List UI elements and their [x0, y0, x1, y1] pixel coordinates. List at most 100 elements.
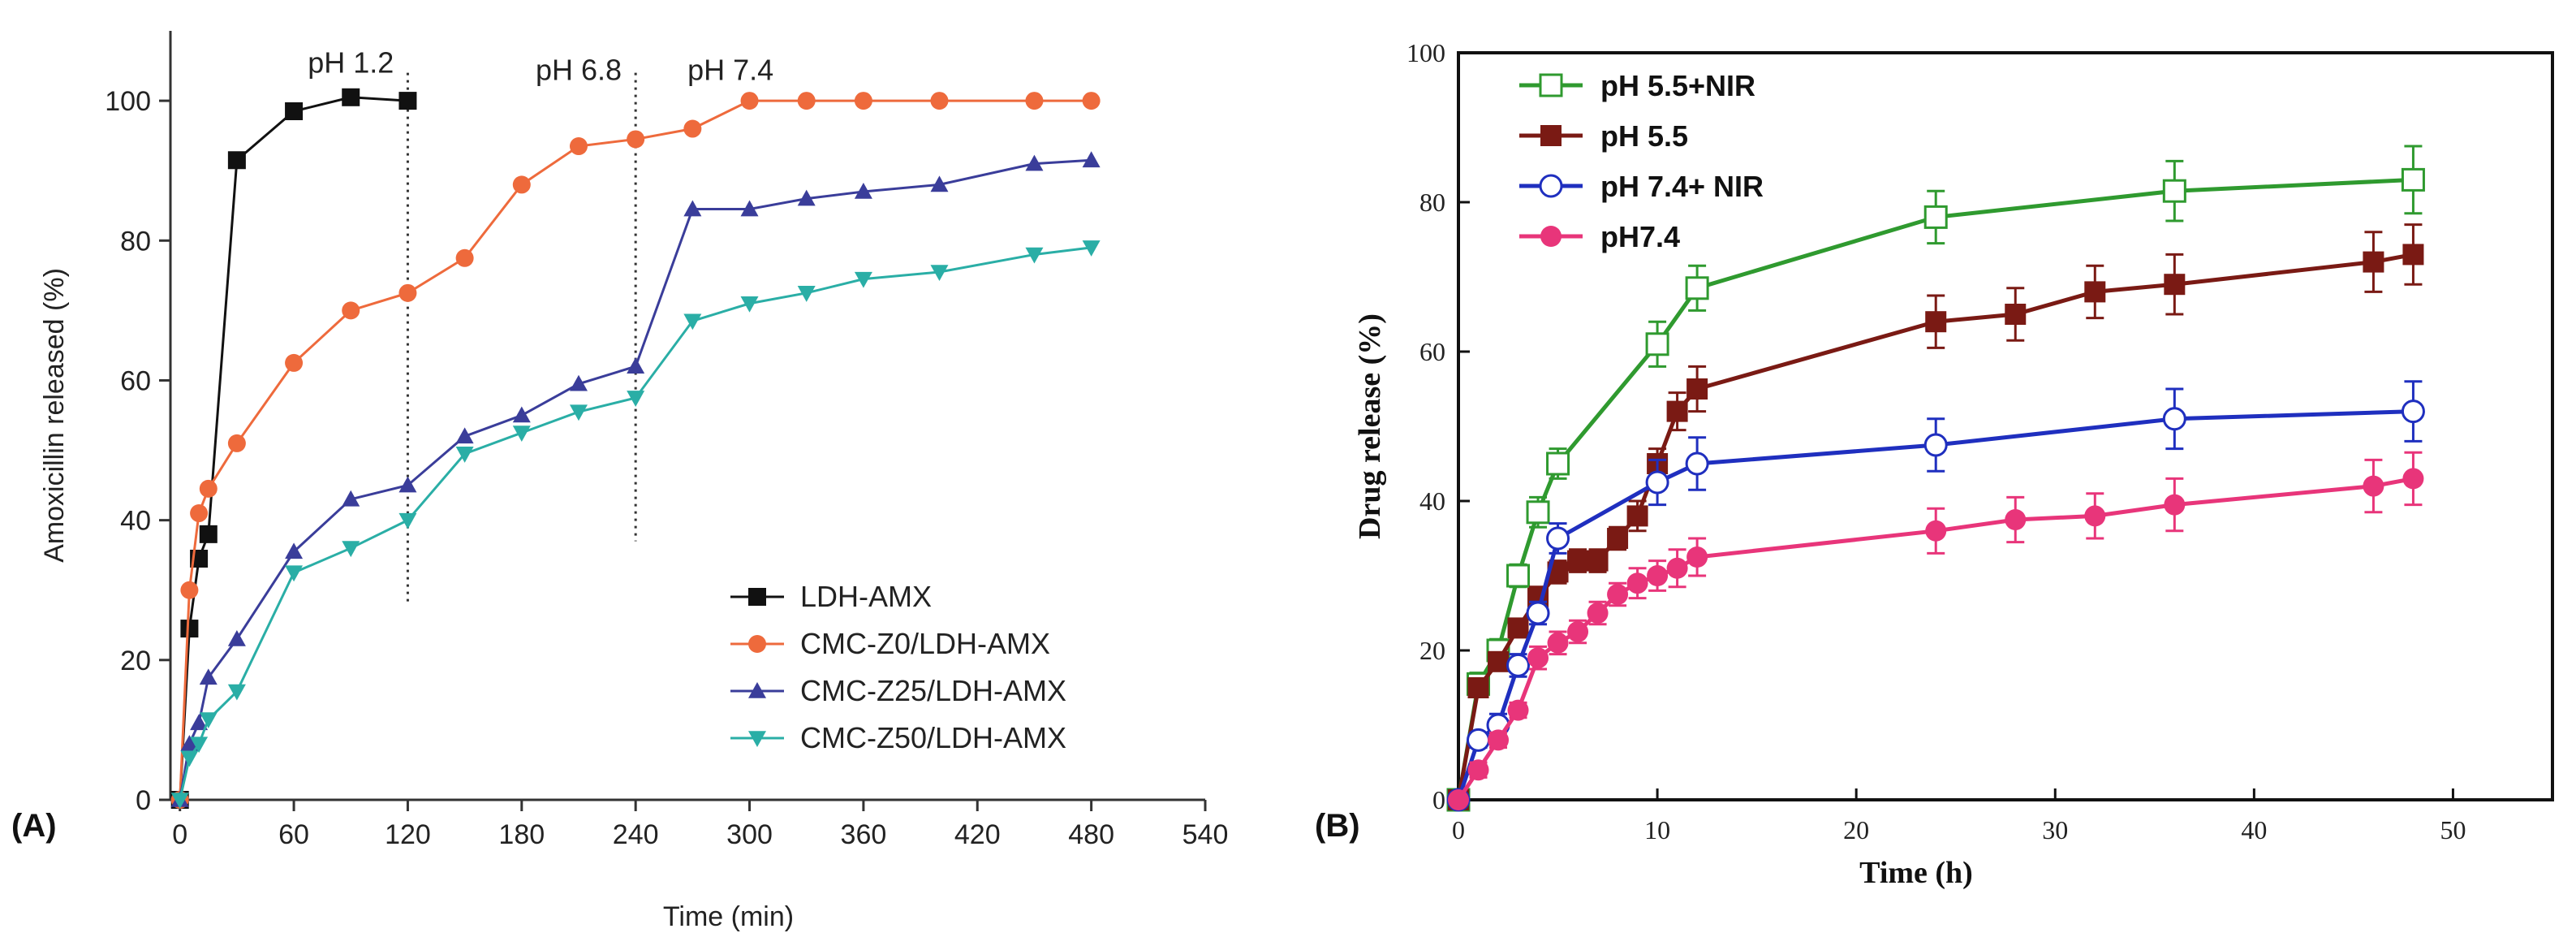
panel-label: (A)	[11, 808, 57, 844]
ph-annotation: pH 1.2	[308, 46, 394, 80]
data-point	[740, 200, 759, 217]
legend-marker	[748, 731, 766, 747]
data-point	[1685, 276, 1709, 300]
data-point	[199, 712, 218, 728]
x-tick-label: 120	[385, 819, 431, 850]
data-point	[854, 271, 872, 288]
x-tick-label: 20	[1843, 815, 1869, 844]
y-tick-label: 20	[120, 646, 151, 676]
data-point	[285, 353, 304, 372]
legend-marker	[1539, 73, 1563, 97]
x-tick-label: 50	[2440, 815, 2466, 844]
data-point	[2084, 505, 2106, 527]
data-point	[2084, 281, 2106, 303]
y-tick-label: 40	[1419, 486, 1445, 516]
data-point	[1527, 647, 1549, 669]
legend-marker	[748, 635, 766, 653]
data-point	[1082, 240, 1101, 257]
data-point	[285, 565, 304, 582]
x-tick-label: 360	[841, 819, 887, 850]
y-tick-label: 100	[1406, 38, 1445, 67]
data-point	[930, 175, 949, 192]
data-point	[227, 629, 246, 646]
data-point	[512, 425, 531, 443]
data-point	[627, 391, 645, 407]
data-point	[854, 92, 872, 110]
y-tick-label: 60	[120, 365, 151, 396]
data-point	[2401, 167, 2425, 192]
legend-marker	[1540, 226, 1562, 247]
data-point	[1082, 92, 1101, 110]
data-point	[455, 447, 474, 463]
x-tick-label: 300	[726, 819, 773, 850]
data-point	[1567, 550, 1589, 572]
y-axis-label: Amoxicillin released (%)	[39, 268, 70, 563]
data-point	[1488, 729, 1510, 751]
legend-label: CMC-Z25/LDH-AMX	[800, 674, 1066, 707]
series-group	[170, 151, 1101, 807]
legend-marker	[1539, 174, 1563, 198]
data-point	[180, 581, 199, 599]
data-point	[1025, 247, 1044, 264]
data-point	[627, 130, 645, 149]
y-tick-label: 20	[1419, 636, 1445, 665]
data-point	[1506, 653, 1531, 677]
data-point	[455, 427, 474, 444]
data-point	[199, 525, 218, 543]
legend-label: pH7.4	[1600, 220, 1680, 253]
data-point	[190, 714, 209, 731]
data-point	[1488, 650, 1510, 672]
data-point	[1607, 584, 1629, 605]
data-point	[1567, 621, 1589, 642]
legend-marker	[1540, 125, 1562, 146]
x-tick-label: 540	[1182, 819, 1229, 850]
data-point	[1925, 311, 1947, 333]
legend-label: pH 5.5	[1600, 119, 1688, 153]
chart-b: 0 10 20 30 40 50 0 20 40 60 80 100 Time (h) Drug rele…	[1315, 38, 2554, 890]
data-point	[569, 404, 588, 421]
x-tick-label: 10	[1644, 815, 1670, 844]
y-tick-label: 80	[1419, 188, 1445, 217]
data-point	[1685, 451, 1709, 476]
data-point	[2005, 304, 2027, 325]
series-group	[1446, 380, 2425, 812]
y-tick-label: 60	[1419, 337, 1445, 366]
data-point	[342, 490, 360, 507]
data-point	[1647, 565, 1669, 586]
x-tick-label: 180	[498, 819, 545, 850]
data-point	[180, 750, 199, 767]
data-point	[398, 283, 417, 302]
y-tick-label: 40	[120, 506, 151, 537]
data-point	[1645, 470, 1669, 495]
y-axis-label: Drug release (%)	[1353, 313, 1387, 539]
data-point	[1025, 92, 1044, 110]
data-point	[1506, 564, 1531, 588]
data-point	[170, 793, 189, 809]
data-point	[1666, 400, 1688, 422]
data-point	[1467, 728, 1491, 752]
data-point	[2402, 244, 2424, 266]
data-point	[1507, 699, 1529, 721]
x-tick-label: 60	[278, 819, 309, 850]
data-point	[398, 92, 417, 110]
legend-label: pH 7.4+ NIR	[1600, 170, 1764, 203]
legend-marker	[748, 588, 766, 606]
data-point	[2162, 179, 2186, 203]
data-point	[1666, 557, 1688, 579]
data-point	[227, 684, 246, 701]
x-tick-label: 240	[613, 819, 659, 850]
data-point	[1546, 451, 1570, 476]
data-point	[2005, 509, 2027, 530]
data-point	[2363, 475, 2384, 497]
series-group	[1446, 145, 2425, 812]
data-point	[2164, 274, 2186, 296]
data-point	[180, 735, 199, 751]
data-point	[2363, 251, 2384, 273]
series-group	[1448, 451, 2424, 810]
x-tick-label: 0	[1452, 815, 1465, 844]
data-point	[1587, 603, 1609, 624]
data-point	[398, 512, 417, 529]
legend-label: CMC-Z0/LDH-AMX	[800, 627, 1050, 660]
data-point	[1507, 617, 1529, 639]
data-point	[1645, 332, 1669, 356]
